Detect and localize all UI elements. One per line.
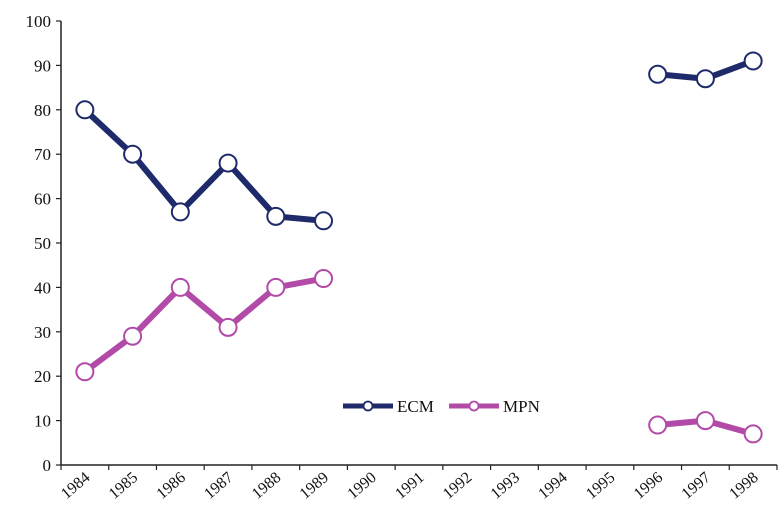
- data-point-mpn: [266, 277, 286, 297]
- legend-label-mpn: MPN: [503, 397, 540, 416]
- x-tick-label: 1984: [58, 469, 93, 503]
- y-tick-label: 90: [34, 56, 51, 75]
- y-tick-label: 100: [26, 12, 52, 31]
- y-tick-label: 20: [34, 367, 51, 386]
- data-point-ecm: [314, 211, 334, 231]
- data-point-mpn: [314, 269, 334, 289]
- data-point-ecm: [170, 202, 190, 222]
- data-point-mpn: [743, 424, 763, 444]
- x-tick-label: 1985: [106, 469, 141, 503]
- data-point-ecm: [75, 100, 95, 120]
- y-axis-ticks: 0 10 20 30 40 50 60 70 80 90 100: [26, 12, 61, 475]
- legend-marker-mpn: [468, 400, 480, 412]
- series-line-mpn: [81, 275, 327, 375]
- data-point-ecm: [743, 51, 763, 71]
- data-point-ecm: [648, 64, 668, 84]
- legend-item-mpn: MPN: [449, 397, 540, 416]
- legend-item-ecm: ECM: [343, 397, 434, 416]
- x-tick-label: 1988: [249, 469, 284, 503]
- data-point-mpn: [648, 415, 668, 435]
- legend-marker-ecm: [362, 400, 374, 412]
- x-tick-label: 1996: [631, 469, 666, 503]
- x-axis-ticks: 1984 1985 1986 1987 1988 1989 1990 1991 1992 1993…: [58, 465, 778, 503]
- y-tick-label: 70: [34, 145, 51, 164]
- x-tick-label: 1987: [201, 469, 236, 503]
- series-line-ecm: [81, 106, 327, 224]
- x-tick-label: 1993: [488, 469, 523, 503]
- data-point-ecm: [695, 69, 715, 89]
- data-point-mpn: [695, 411, 715, 431]
- x-tick-label: 1991: [392, 469, 427, 503]
- x-tick-label: 1986: [153, 469, 188, 503]
- data-point-ecm: [123, 144, 143, 164]
- x-tick-label: 1990: [344, 469, 379, 503]
- x-tick-label: 1994: [535, 469, 570, 503]
- data-point-mpn: [218, 317, 238, 337]
- data-point-mpn: [170, 277, 190, 297]
- chart-series: [75, 51, 763, 444]
- x-tick-label: 1989: [297, 469, 332, 503]
- x-tick-label: 1995: [583, 469, 618, 503]
- data-point-mpn: [123, 326, 143, 346]
- y-tick-label: 50: [34, 234, 51, 253]
- data-point-ecm: [266, 206, 286, 226]
- x-tick-label: 1992: [440, 469, 475, 503]
- series-mpn: [75, 269, 763, 444]
- y-tick-label: 0: [43, 456, 52, 475]
- y-tick-label: 40: [34, 278, 51, 297]
- series-ecm: [75, 51, 763, 231]
- legend-label-ecm: ECM: [397, 397, 434, 416]
- y-tick-label: 30: [34, 323, 51, 342]
- chart-legend: ECM MPN: [343, 397, 540, 416]
- data-point-ecm: [218, 153, 238, 173]
- data-point-mpn: [75, 362, 95, 382]
- x-tick-label: 1998: [726, 469, 761, 503]
- y-tick-label: 10: [34, 412, 51, 431]
- y-tick-label: 60: [34, 190, 51, 209]
- x-tick-label: 1997: [679, 469, 714, 503]
- y-tick-label: 80: [34, 101, 51, 120]
